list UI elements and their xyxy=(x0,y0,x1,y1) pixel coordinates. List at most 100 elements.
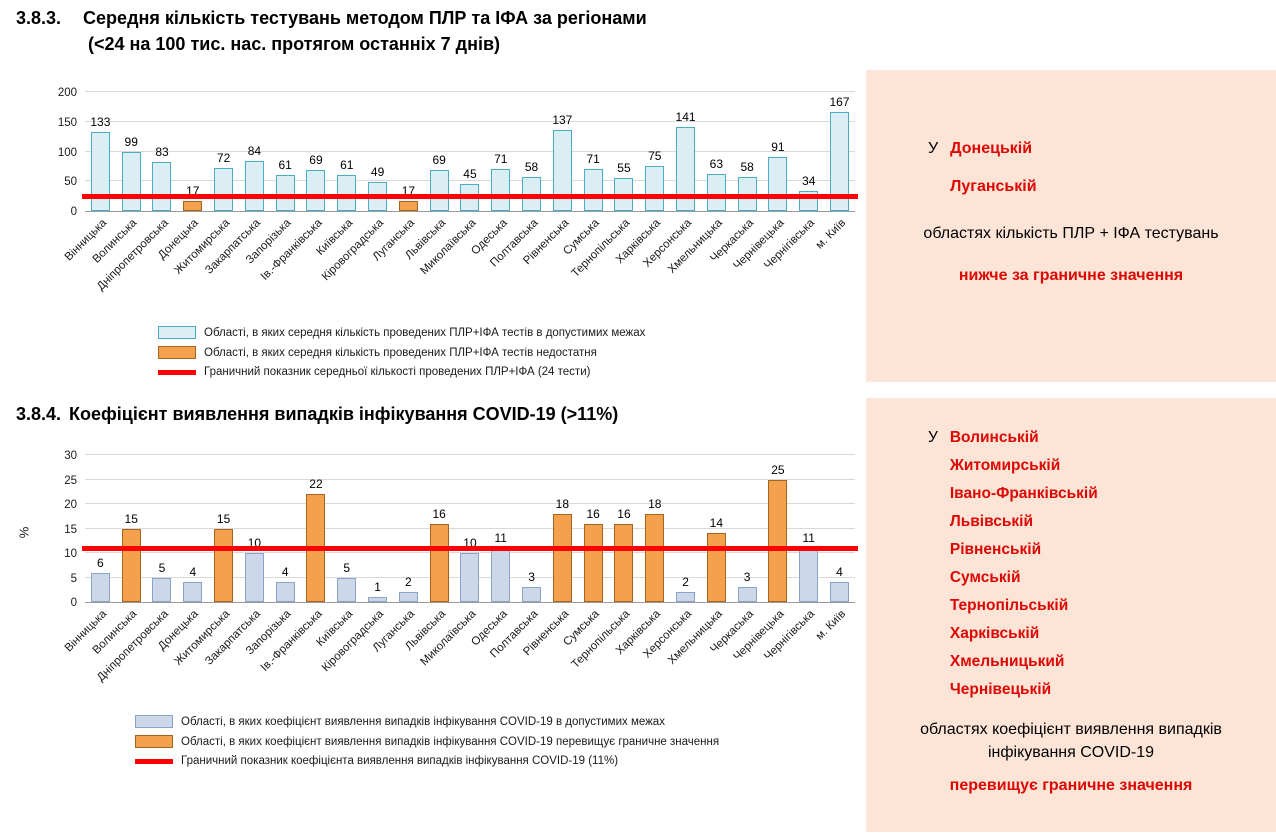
bar-column: 17 xyxy=(393,92,424,211)
y-axis-tick-label: 25 xyxy=(64,474,77,487)
bar-column: 11 xyxy=(793,455,824,602)
bar-column: 11 xyxy=(485,455,516,602)
region-name: Сумській xyxy=(949,569,1021,586)
bar xyxy=(737,587,757,602)
chart-legend: Області, в яких коефіцієнт виявлення вип… xyxy=(135,715,719,767)
bar-columns: 6 15 5 4 15 10 4 22 5 1 2 16 10 11 3 18 16 16 18 2 14 3 25 11 4 xyxy=(85,455,855,602)
bar-column: 4 xyxy=(270,455,301,602)
bar-flagged xyxy=(768,479,788,602)
y-axis-tick-label: 5 xyxy=(70,572,77,585)
gridline xyxy=(85,552,855,553)
bar-value-label: 14 xyxy=(709,516,724,531)
bar xyxy=(460,553,480,602)
bar xyxy=(830,582,850,602)
bar-column: 84 xyxy=(239,92,270,211)
chart-positivity-rate-by-region: 0 5 10 15 20 25 30 6 15 5 4 15 10 4 22 5 1 2 16 10 11 3 18 16 16… xyxy=(16,443,865,783)
bar xyxy=(306,169,326,211)
bar-column: 3 xyxy=(732,455,763,602)
bar-column: 10 xyxy=(455,455,486,602)
bar xyxy=(337,577,357,602)
legend-item: Граничний показник середньої кількості п… xyxy=(158,366,645,378)
bar-value-label: 137 xyxy=(552,112,573,127)
bar-value-label: 3 xyxy=(743,570,751,585)
chart-legend: Області, в яких середня кількість провед… xyxy=(158,326,645,378)
bar xyxy=(583,168,603,211)
bar-value-label: 2 xyxy=(405,575,412,590)
bar xyxy=(676,592,696,602)
bar-value-label: 1 xyxy=(374,580,381,595)
y-axis-tick-label: 50 xyxy=(64,176,77,189)
region-list: У Волинській УЖитомирськійУІвано-Франківсь… xyxy=(866,398,1276,704)
region-line: УЧернівецькій xyxy=(928,676,1276,704)
region-name: Чернівецькій xyxy=(949,681,1052,698)
region-name: Харківській xyxy=(949,625,1040,642)
legend-swatch-flagged xyxy=(135,735,173,748)
bar-flagged xyxy=(645,513,665,602)
bar-column: 22 xyxy=(301,455,332,602)
y-axis-tick-label: 0 xyxy=(70,597,77,609)
bar-flagged xyxy=(429,523,449,602)
bar-value-label: 4 xyxy=(281,565,289,580)
bar-value-label: 58 xyxy=(524,159,539,174)
x-axis-cell: Полтавська xyxy=(488,214,547,318)
bar-value-label: 11 xyxy=(802,531,815,546)
bar-value-label: 3 xyxy=(528,570,535,585)
bar-column: 137 xyxy=(547,92,578,211)
panel-body-text: областях коефіцієнт виявлення випадків і… xyxy=(920,721,1222,762)
bar-value-label: 4 xyxy=(189,565,197,580)
bar-flagged xyxy=(398,200,418,211)
bar-column: 63 xyxy=(701,92,732,211)
bar-column: 18 xyxy=(547,455,578,602)
bar xyxy=(830,111,850,211)
bar xyxy=(522,176,542,211)
legend-label: Області, в яких середня кількість провед… xyxy=(204,326,646,339)
bar-value-label: 72 xyxy=(216,151,231,166)
bar-value-label: 16 xyxy=(586,506,600,521)
bar xyxy=(522,587,542,602)
x-axis-cell: Вінницька xyxy=(62,605,116,709)
x-axis-cell: м. Київ xyxy=(814,605,855,709)
bar-value-label: 18 xyxy=(555,496,570,511)
bar-column: 10 xyxy=(239,455,270,602)
region-name: Луганській xyxy=(950,178,1037,195)
region-line: УРівненській xyxy=(928,536,1276,564)
bar-flagged xyxy=(706,533,726,602)
legend-label: Граничний показник середньої кількості п… xyxy=(204,366,591,378)
bar-flagged xyxy=(183,200,203,211)
gridline xyxy=(85,150,855,152)
panel-body-text: областях кількість ПЛР + ІФА тестувань xyxy=(923,225,1219,242)
bar-column: 4 xyxy=(177,455,208,602)
gridline xyxy=(85,120,855,122)
prefix-letter: У xyxy=(928,429,938,446)
region-line: УХарківській xyxy=(928,620,1276,648)
region-line: УСумській xyxy=(928,564,1276,592)
bar-value-label: 71 xyxy=(494,151,508,166)
bar-column: 16 xyxy=(424,455,455,602)
panel-conclusion: перевищує граничне значення xyxy=(949,777,1193,795)
bar-column: 2 xyxy=(670,455,701,602)
bar-column: 133 xyxy=(85,92,116,211)
section-title: Коефіцієнт виявлення випадків інфікуванн… xyxy=(69,404,619,424)
threshold-line xyxy=(82,194,858,200)
chart-pcr-elisa-tests-by-region: 0 50 100 150 200 133 99 83 17 72 84 61 69 61 49 17 69 45 7… xyxy=(20,78,865,400)
legend-swatch-ok xyxy=(158,326,196,339)
panel-conclusion: нижче за граничне значення xyxy=(958,267,1184,285)
x-axis-cell: Кіровоградська xyxy=(320,214,393,318)
section-heading-383: 3.8.3. Середня кількість тестувань методо… xyxy=(16,8,647,29)
threshold-line xyxy=(82,545,858,551)
gridline xyxy=(85,527,855,529)
bar-column: 1 xyxy=(362,455,393,602)
bar-column: 16 xyxy=(578,455,609,602)
bar-value-label: 5 xyxy=(343,560,351,575)
bar-value-label: 2 xyxy=(682,575,689,590)
bar-value-label: 15 xyxy=(216,511,231,526)
bar-column: 15 xyxy=(208,455,239,602)
region-line: УЖитомирській xyxy=(928,452,1276,480)
bar xyxy=(398,592,418,602)
x-axis-cell: м. Київ xyxy=(814,214,855,318)
bar-column: 71 xyxy=(578,92,609,211)
bar-column: 69 xyxy=(424,92,455,211)
legend-label: Області, в яких коефіцієнт виявлення вип… xyxy=(181,735,720,748)
bar-value-label: 11 xyxy=(494,531,507,546)
bar-value-label: 69 xyxy=(432,152,446,167)
